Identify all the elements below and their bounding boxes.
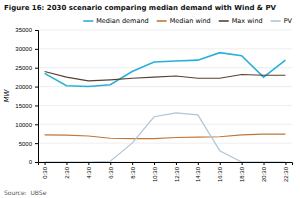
line [45,53,286,87]
tick-mark [35,162,38,163]
tick: 20000 [15,84,38,90]
chart: Figure 16: 2030 scenario comparing media… [0,0,300,198]
tick-mark [264,162,265,165]
legend-swatch [219,20,229,22]
tick-mark [285,162,286,165]
tick-mark [88,162,89,165]
legend-swatch [157,20,167,22]
tick: 12:30 [174,162,180,182]
line [45,134,286,139]
tick-mark [35,87,38,88]
tick-mark [45,162,46,165]
tick-label: 8:30 [130,166,136,178]
tick: 0:30 [42,162,48,179]
tick-label: 10:30 [152,166,158,182]
tick-label: 2:30 [64,166,70,178]
tick-label: 16:30 [217,166,223,182]
legend-item: Max wind [219,17,263,25]
tick: 22:30 [283,162,289,182]
tick-label: 25000 [15,65,32,71]
tick-label: 0:30 [42,166,48,178]
legend-label: Max wind [232,17,263,25]
y-axis: 0 5000 10000 15000 20000 25000 30000 35000 [15,27,38,165]
tick-label: 20000 [15,84,32,90]
tick-label: 15000 [15,103,32,109]
tick: 14:30 [195,162,201,182]
axis-line [39,163,293,166]
tick: 18:30 [239,162,245,182]
legend-label: Median demand [96,17,148,25]
tick-label: 14:30 [195,166,201,182]
tick-mark [198,162,199,165]
tick: 6:30 [108,162,114,179]
tick-label: 6:30 [108,166,114,178]
grid-line [38,48,292,49]
tick-label: 35000 [15,27,32,33]
legend-item: Median wind [157,17,211,25]
tick-mark [35,68,38,69]
tick-label: 22:30 [283,166,289,182]
tick-label: 20:30 [261,166,267,182]
legend-label: Median wind [170,17,211,25]
tick-mark [66,162,67,165]
plot: 0 5000 10000 15000 20000 25000 30000 35000 0:30 2… [15,27,292,182]
tick-label: 30000 [15,46,32,52]
tick: 2:30 [64,162,70,179]
tick: 35000 [15,27,38,33]
legend-item: Median demand [83,17,148,25]
tick: 15000 [15,103,38,109]
tick-mark [35,49,38,50]
tick: 10:30 [152,162,158,182]
legend-swatch [83,20,93,22]
y-axis-title: MW [3,88,11,102]
legend-item: PV [271,17,293,25]
legend-swatch [271,20,281,22]
tick-mark [176,162,177,165]
tick: 4:30 [86,162,92,179]
axis-line [35,31,39,163]
tick: 5000 [19,141,38,147]
tick: 30000 [15,46,38,52]
legend-label: PV [284,17,293,25]
tick-mark [110,162,111,165]
grid-line [38,30,292,31]
legend: Median demand Median wind Max wind PV [83,17,292,25]
tick-mark [220,162,221,165]
tick-label: 10000 [15,122,32,128]
annotation: Source: UBSe [4,189,47,196]
tick-mark [35,124,38,125]
x-axis: 0:30 2:30 4:30 6:30 8:30 10:30 12:30 14:30 16:30… [39,162,293,182]
tick: 25000 [15,65,38,71]
grid-line [38,105,292,106]
tick-label: 0 [29,159,33,165]
title: Figure 16: 2030 scenario comparing media… [4,4,277,12]
grid-line [38,124,292,125]
tick-label: 12:30 [174,166,180,182]
tick-mark [35,105,38,106]
tick: 20:30 [261,162,267,182]
grid [38,30,292,162]
line [45,113,286,162]
tick: 16:30 [217,162,223,182]
tick-mark [35,30,38,31]
tick-mark [35,143,38,144]
tick-label: 5000 [19,141,33,147]
tick-mark [154,162,155,165]
lines [45,53,286,162]
tick: 0 [29,159,38,165]
grid-line [38,143,292,144]
tick-label: 18:30 [239,166,245,182]
tick-label: 4:30 [86,166,92,178]
tick: 10000 [15,122,38,128]
tick-mark [242,162,243,165]
line [45,71,286,80]
tick-mark [132,162,133,165]
tick: 8:30 [130,162,136,179]
